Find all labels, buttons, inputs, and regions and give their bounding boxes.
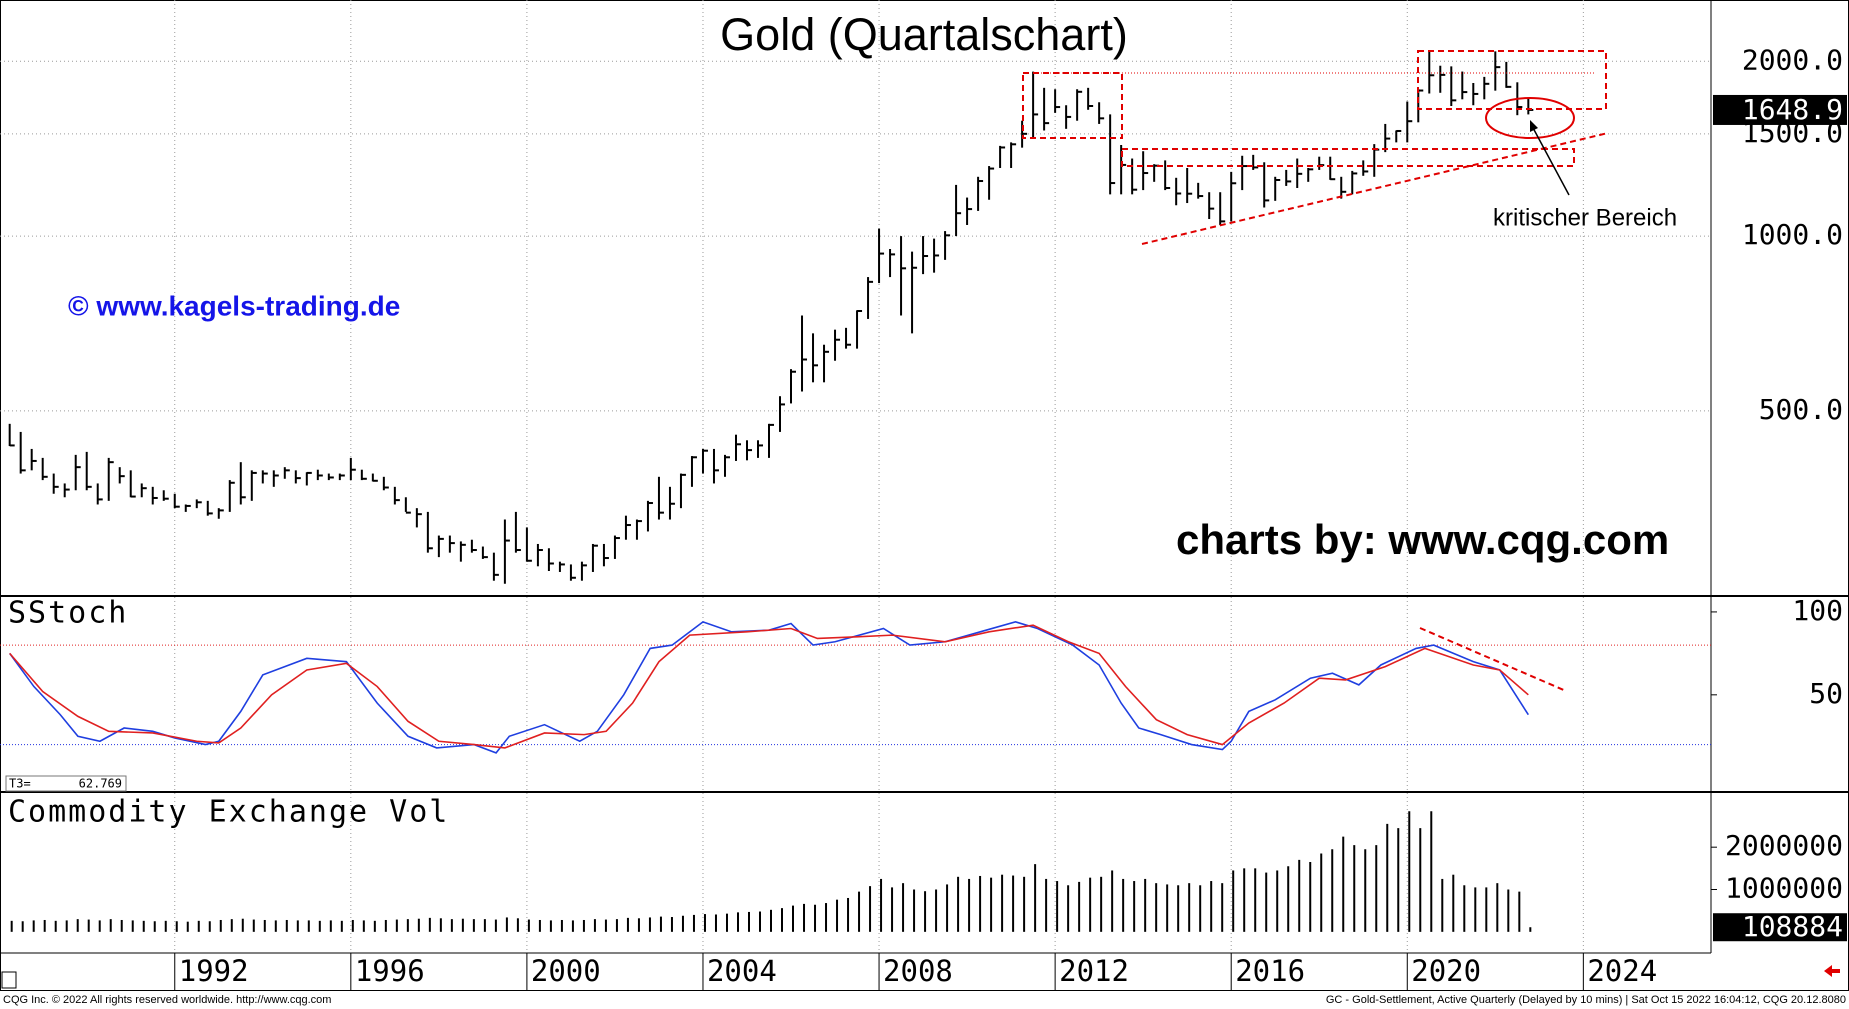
x-tick-label: 1992 (179, 954, 249, 988)
y-tick-label: 500.0 (1759, 393, 1843, 426)
box (1417, 50, 1607, 110)
last-price-box (1713, 94, 1847, 125)
last-value: 108884 (1742, 910, 1843, 943)
x-tick-label: 2004 (707, 954, 777, 988)
last-value-box (1713, 913, 1847, 942)
box (1121, 148, 1575, 167)
arrow (1531, 125, 1570, 196)
footer-left: CQG Inc. © 2022 All rights reserved worl… (3, 994, 331, 1006)
footer-right: GC - Gold-Settlement, Active Quarterly (… (1326, 994, 1846, 1006)
x-tick-label: 2020 (1411, 954, 1481, 988)
panel-title: SStoch (8, 596, 128, 631)
icon (1824, 965, 1840, 977)
readout-box (5, 775, 127, 792)
trend-line (1419, 627, 1567, 692)
last-price: 1648.9 (1742, 93, 1843, 126)
y-tick-label: 1000000 (1725, 872, 1843, 905)
x-tick-label: 1996 (355, 954, 425, 988)
icon (1, 971, 17, 989)
arrow-head (1530, 120, 1538, 132)
y-tick-label: 2000.0 (1742, 43, 1843, 76)
y-tick-label: 50 (1809, 677, 1843, 710)
box (1022, 72, 1123, 139)
watermark: © www.kagels-trading.de (68, 290, 400, 321)
x-tick-label: 2008 (883, 954, 953, 988)
chart-title: Gold (Quartalschart) (720, 9, 1128, 60)
y-tick-label: 1000.0 (1742, 218, 1843, 251)
panel-title: Commodity Exchange Vol (8, 795, 449, 830)
annotations (1022, 50, 1609, 692)
stoch-line (9, 624, 1529, 749)
y-tick-label: 2000000 (1725, 829, 1843, 862)
readout-label: T3= (9, 777, 31, 791)
x-tick-label: 2016 (1235, 954, 1305, 988)
x-tick-label: 2012 (1059, 954, 1129, 988)
stoch-line (9, 620, 1529, 754)
x-tick-label: 2000 (531, 954, 601, 988)
annotation: kritischer Bereich (1493, 204, 1677, 231)
y-tick-label: 100 (1792, 594, 1843, 627)
readout-value: 62.769 (79, 777, 122, 791)
highlight (1485, 97, 1575, 139)
credit: charts by: www.cqg.com (1176, 516, 1669, 563)
x-tick-label: 2024 (1587, 954, 1657, 988)
